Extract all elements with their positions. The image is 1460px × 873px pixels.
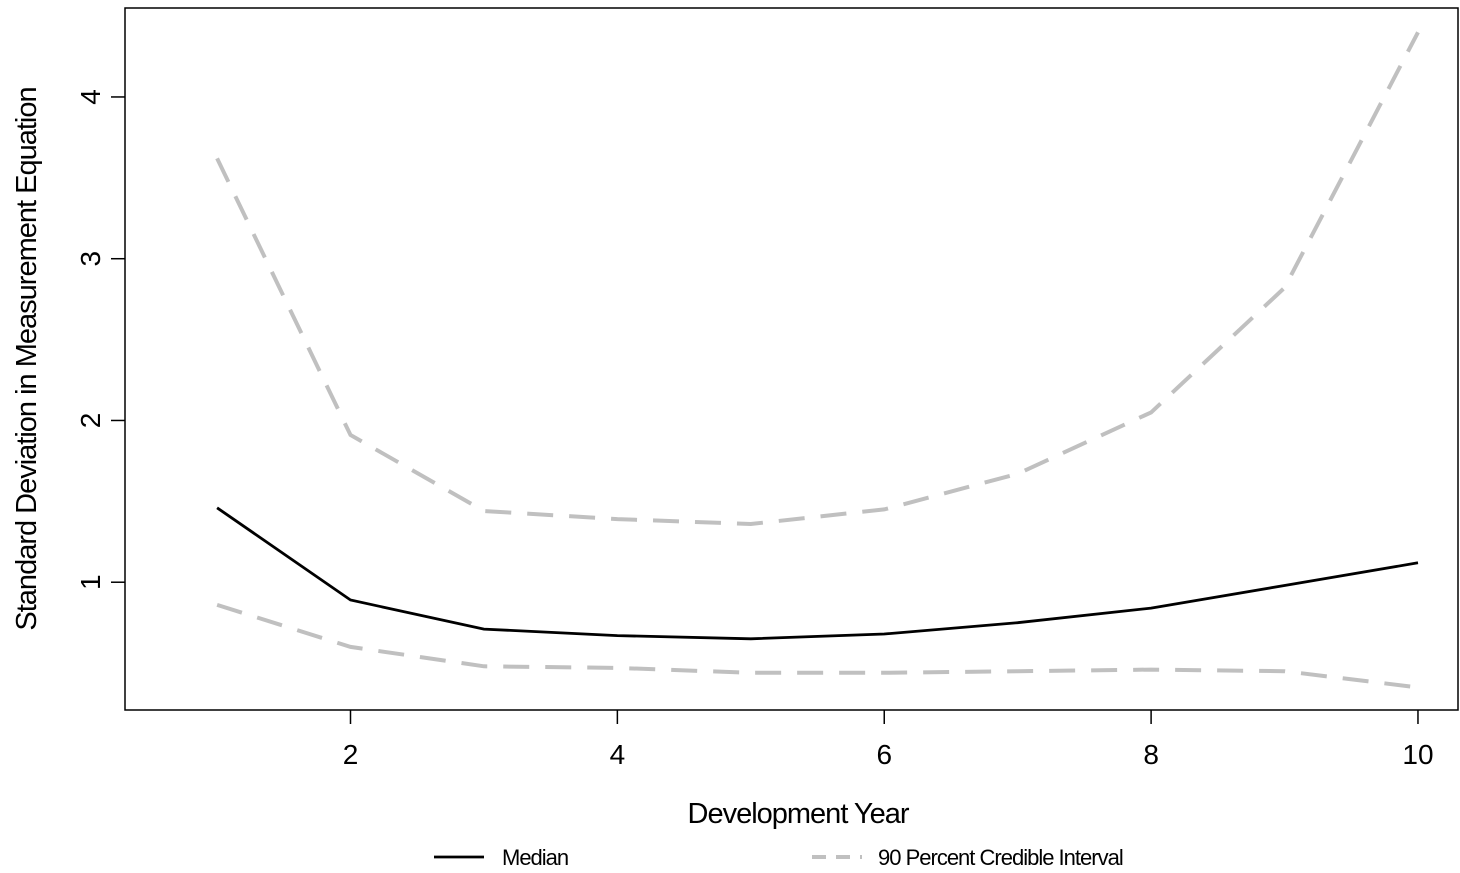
- x-axis: 2 4 6 8 10: [343, 710, 1434, 770]
- y-tick-label: 4: [75, 89, 106, 105]
- y-tick-label: 2: [75, 413, 106, 429]
- series-line-2: [215, 31, 1420, 527]
- y-axis-label: Standard Deviation in Measurement Equati…: [11, 87, 43, 630]
- x-tick-label: 8: [1143, 739, 1159, 770]
- x-axis-label: Development Year: [688, 798, 910, 830]
- legend: Median 90 Percent Credible Interval: [434, 845, 1124, 870]
- series-line-1: [216, 506, 1419, 641]
- legend-label-2: 90 Percent Credible Interval: [878, 845, 1123, 870]
- y-tick-label: 1: [75, 574, 106, 590]
- series-layer: [215, 31, 1420, 690]
- x-tick-label: 4: [610, 739, 626, 770]
- x-tick-label: 10: [1402, 739, 1433, 770]
- x-tick-label: 6: [876, 739, 892, 770]
- x-tick-label: 2: [343, 739, 359, 770]
- legend-label-1: Median: [502, 845, 568, 870]
- y-axis: 1 2 3 4: [75, 89, 125, 590]
- plot-frame: [124, 7, 1459, 711]
- y-tick-label: 3: [75, 251, 106, 267]
- series-line-3: [216, 602, 1419, 690]
